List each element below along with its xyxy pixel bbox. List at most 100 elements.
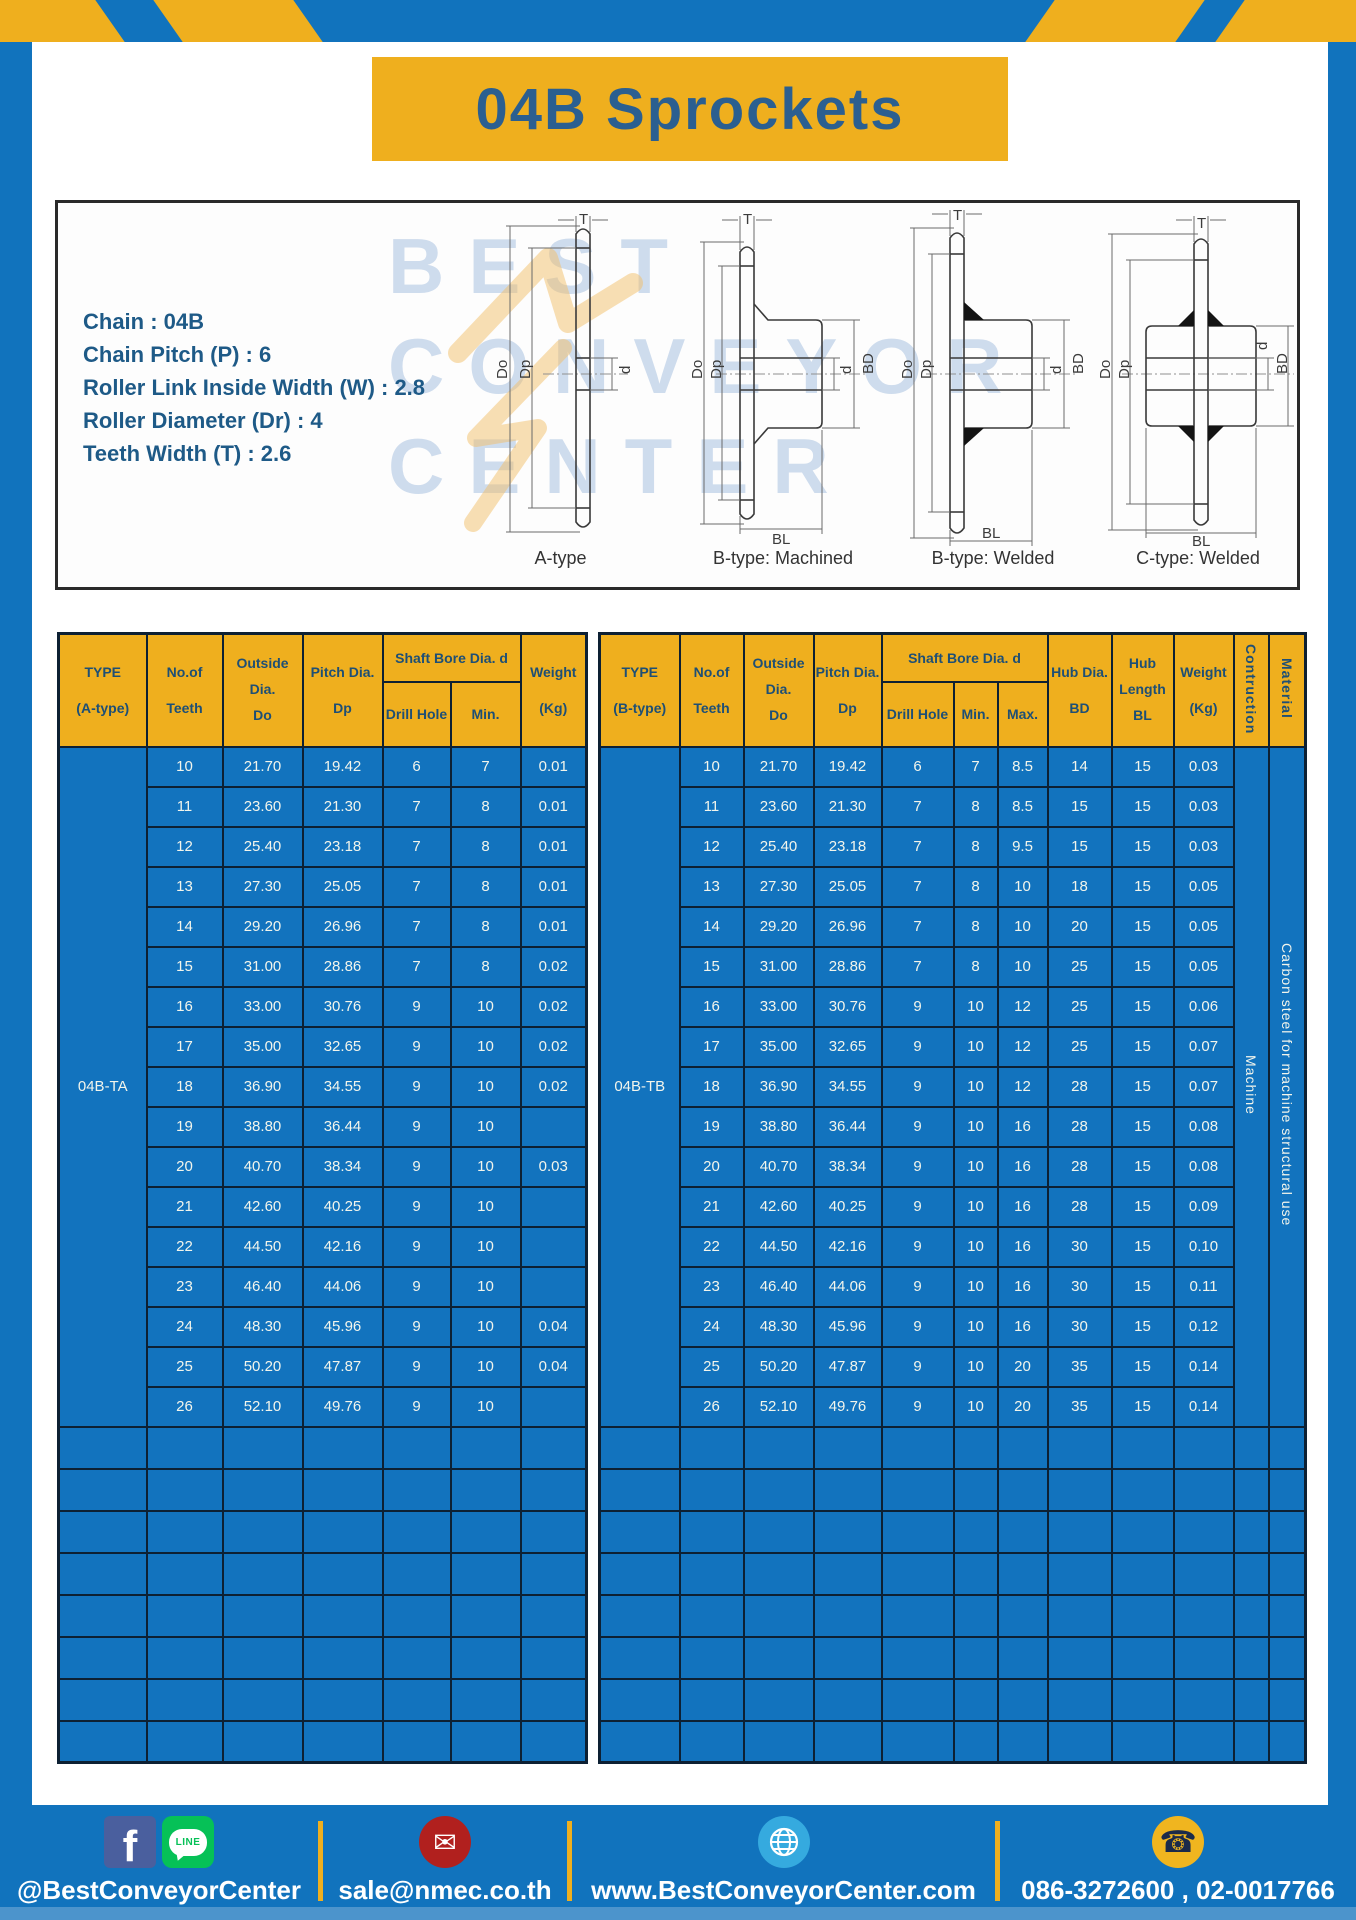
phone-icon[interactable]: ☎ <box>1152 1816 1204 1868</box>
table-cell: 6 <box>880 745 955 788</box>
table-cell <box>996 1677 1049 1722</box>
table-cell: 15 <box>1110 1305 1175 1348</box>
footer-email-group[interactable]: ✉ sale@nmec.co.th <box>323 1815 567 1906</box>
line-bubble-tail <box>174 1852 184 1862</box>
table-cell: 0.03 <box>519 1145 588 1188</box>
table-cell: 42.16 <box>301 1225 384 1268</box>
table-cell: 25.40 <box>221 825 304 868</box>
table-cell: 10 <box>449 1145 522 1188</box>
line-bubble: LINE <box>169 1828 207 1862</box>
table-cell <box>598 1551 681 1596</box>
table-cell <box>381 1677 452 1722</box>
dim-label-d: d <box>617 366 633 374</box>
social-handle[interactable]: @BestConveyorCenter <box>17 1875 301 1905</box>
table-cell <box>57 1635 148 1680</box>
table-row: 18 36.90 34.55 9 10 0.02 <box>59 1065 588 1108</box>
table-cell: 29.20 <box>221 905 304 948</box>
table-cell <box>598 1719 681 1764</box>
table-cell <box>1046 1677 1113 1722</box>
table-cell <box>1172 1467 1235 1512</box>
table-cell <box>742 1677 815 1722</box>
table-cell: 13 <box>678 865 745 908</box>
table-cell: 42.60 <box>221 1185 304 1228</box>
table-cell: 26 <box>145 1385 224 1428</box>
empty-table-row <box>57 1719 588 1764</box>
col-header-pitch-dia: Pitch Dia. Dp <box>812 632 883 748</box>
table-cell: 30 <box>1046 1265 1113 1308</box>
footer-phone-group[interactable]: ☎ 086-3272600 , 02-0017766 <box>1000 1815 1356 1906</box>
table-cell <box>880 1509 955 1554</box>
table-cell: 25 <box>678 1345 745 1388</box>
table-cell: 9 <box>880 1065 955 1108</box>
table-cell: 52.10 <box>742 1385 815 1428</box>
table-cell <box>57 1509 148 1554</box>
table-cell <box>519 1265 588 1308</box>
table-cell <box>1046 1635 1113 1680</box>
table-cell: 14 <box>678 905 745 948</box>
globe-glyph <box>769 1827 798 1857</box>
table-cell: 44.50 <box>742 1225 815 1268</box>
phone-numbers[interactable]: 086-3272600 , 02-0017766 <box>1021 1875 1335 1905</box>
table-cell: 7 <box>880 785 955 828</box>
table-cell <box>57 1593 148 1638</box>
table-cell: 9 <box>381 1185 452 1228</box>
dim-label-dp: Dp <box>517 360 534 379</box>
table-cell: 15 <box>1110 825 1175 868</box>
table-row: 24 48.30 45.96 9 10 16 30 15 0.12 <box>600 1305 1306 1348</box>
table-cell: 33.00 <box>742 985 815 1028</box>
footer-website-group[interactable]: www.BestConveyorCenter.com <box>572 1815 995 1906</box>
table-cell <box>449 1635 522 1680</box>
table-row: 17 35.00 32.65 9 10 0.02 <box>59 1025 588 1068</box>
table-cell <box>1110 1593 1175 1638</box>
table-cell <box>221 1551 304 1596</box>
table-cell: 10 <box>996 945 1049 988</box>
table-cell <box>598 1467 681 1512</box>
facebook-icon[interactable]: f <box>104 1816 156 1869</box>
table-cell <box>812 1467 883 1512</box>
table-cell <box>57 1467 148 1512</box>
header-line: Hub Dia. <box>1051 663 1108 680</box>
table-cell: 28 <box>1046 1065 1113 1108</box>
diagram-b-type-welded: T Do Dp d BD BL B-type: Welded <box>898 208 1088 569</box>
table-cell: 18 <box>145 1065 224 1108</box>
table-cell: 23.18 <box>301 825 384 868</box>
table-cell: 36.90 <box>221 1065 304 1108</box>
table-cell <box>1046 1593 1113 1638</box>
table-cell: 9 <box>880 1265 955 1308</box>
col-header-hub-length: Hub Length BL <box>1110 632 1175 748</box>
line-icon[interactable]: LINE <box>162 1816 214 1868</box>
table-cell: 8 <box>952 785 999 828</box>
table-cell: 13 <box>145 865 224 908</box>
header-line: Hub <box>1128 655 1157 672</box>
header-line: No.of <box>166 663 203 680</box>
header-line: TYPE <box>84 663 122 680</box>
table-cell <box>678 1551 745 1596</box>
globe-icon[interactable] <box>757 1816 810 1868</box>
phone-icon-row: ☎ <box>1152 1815 1204 1869</box>
table-cell <box>449 1677 522 1722</box>
table-cell <box>952 1677 999 1722</box>
website-url[interactable]: www.BestConveyorCenter.com <box>591 1875 976 1905</box>
table-cell: 42.60 <box>742 1185 815 1228</box>
table-cell: 15 <box>1046 785 1113 828</box>
table-cell <box>812 1719 883 1764</box>
table-cell: 7 <box>880 825 955 868</box>
table-cell: 15 <box>1110 1145 1175 1188</box>
table-cell: 30.76 <box>301 985 384 1028</box>
table-cell: 7 <box>880 865 955 908</box>
email-address[interactable]: sale@nmec.co.th <box>338 1875 552 1905</box>
table-cell: 0.05 <box>1172 905 1235 948</box>
header-line: Dp <box>333 700 352 717</box>
email-icon[interactable]: ✉ <box>419 1816 471 1868</box>
table-cell: 10 <box>952 985 999 1028</box>
table-cell: 35.00 <box>221 1025 304 1068</box>
table-row: 15 31.00 28.86 7 8 10 25 15 0.05 <box>600 945 1306 988</box>
footer-social-group[interactable]: f LINE @BestConveyorCenter <box>0 1815 318 1906</box>
table-cell: 23.60 <box>742 785 815 828</box>
header-line: Teeth <box>166 700 203 717</box>
table-cell: 12 <box>145 825 224 868</box>
table-cell <box>742 1719 815 1764</box>
table-cell <box>1267 1593 1307 1638</box>
table-cell: 7 <box>952 745 999 788</box>
